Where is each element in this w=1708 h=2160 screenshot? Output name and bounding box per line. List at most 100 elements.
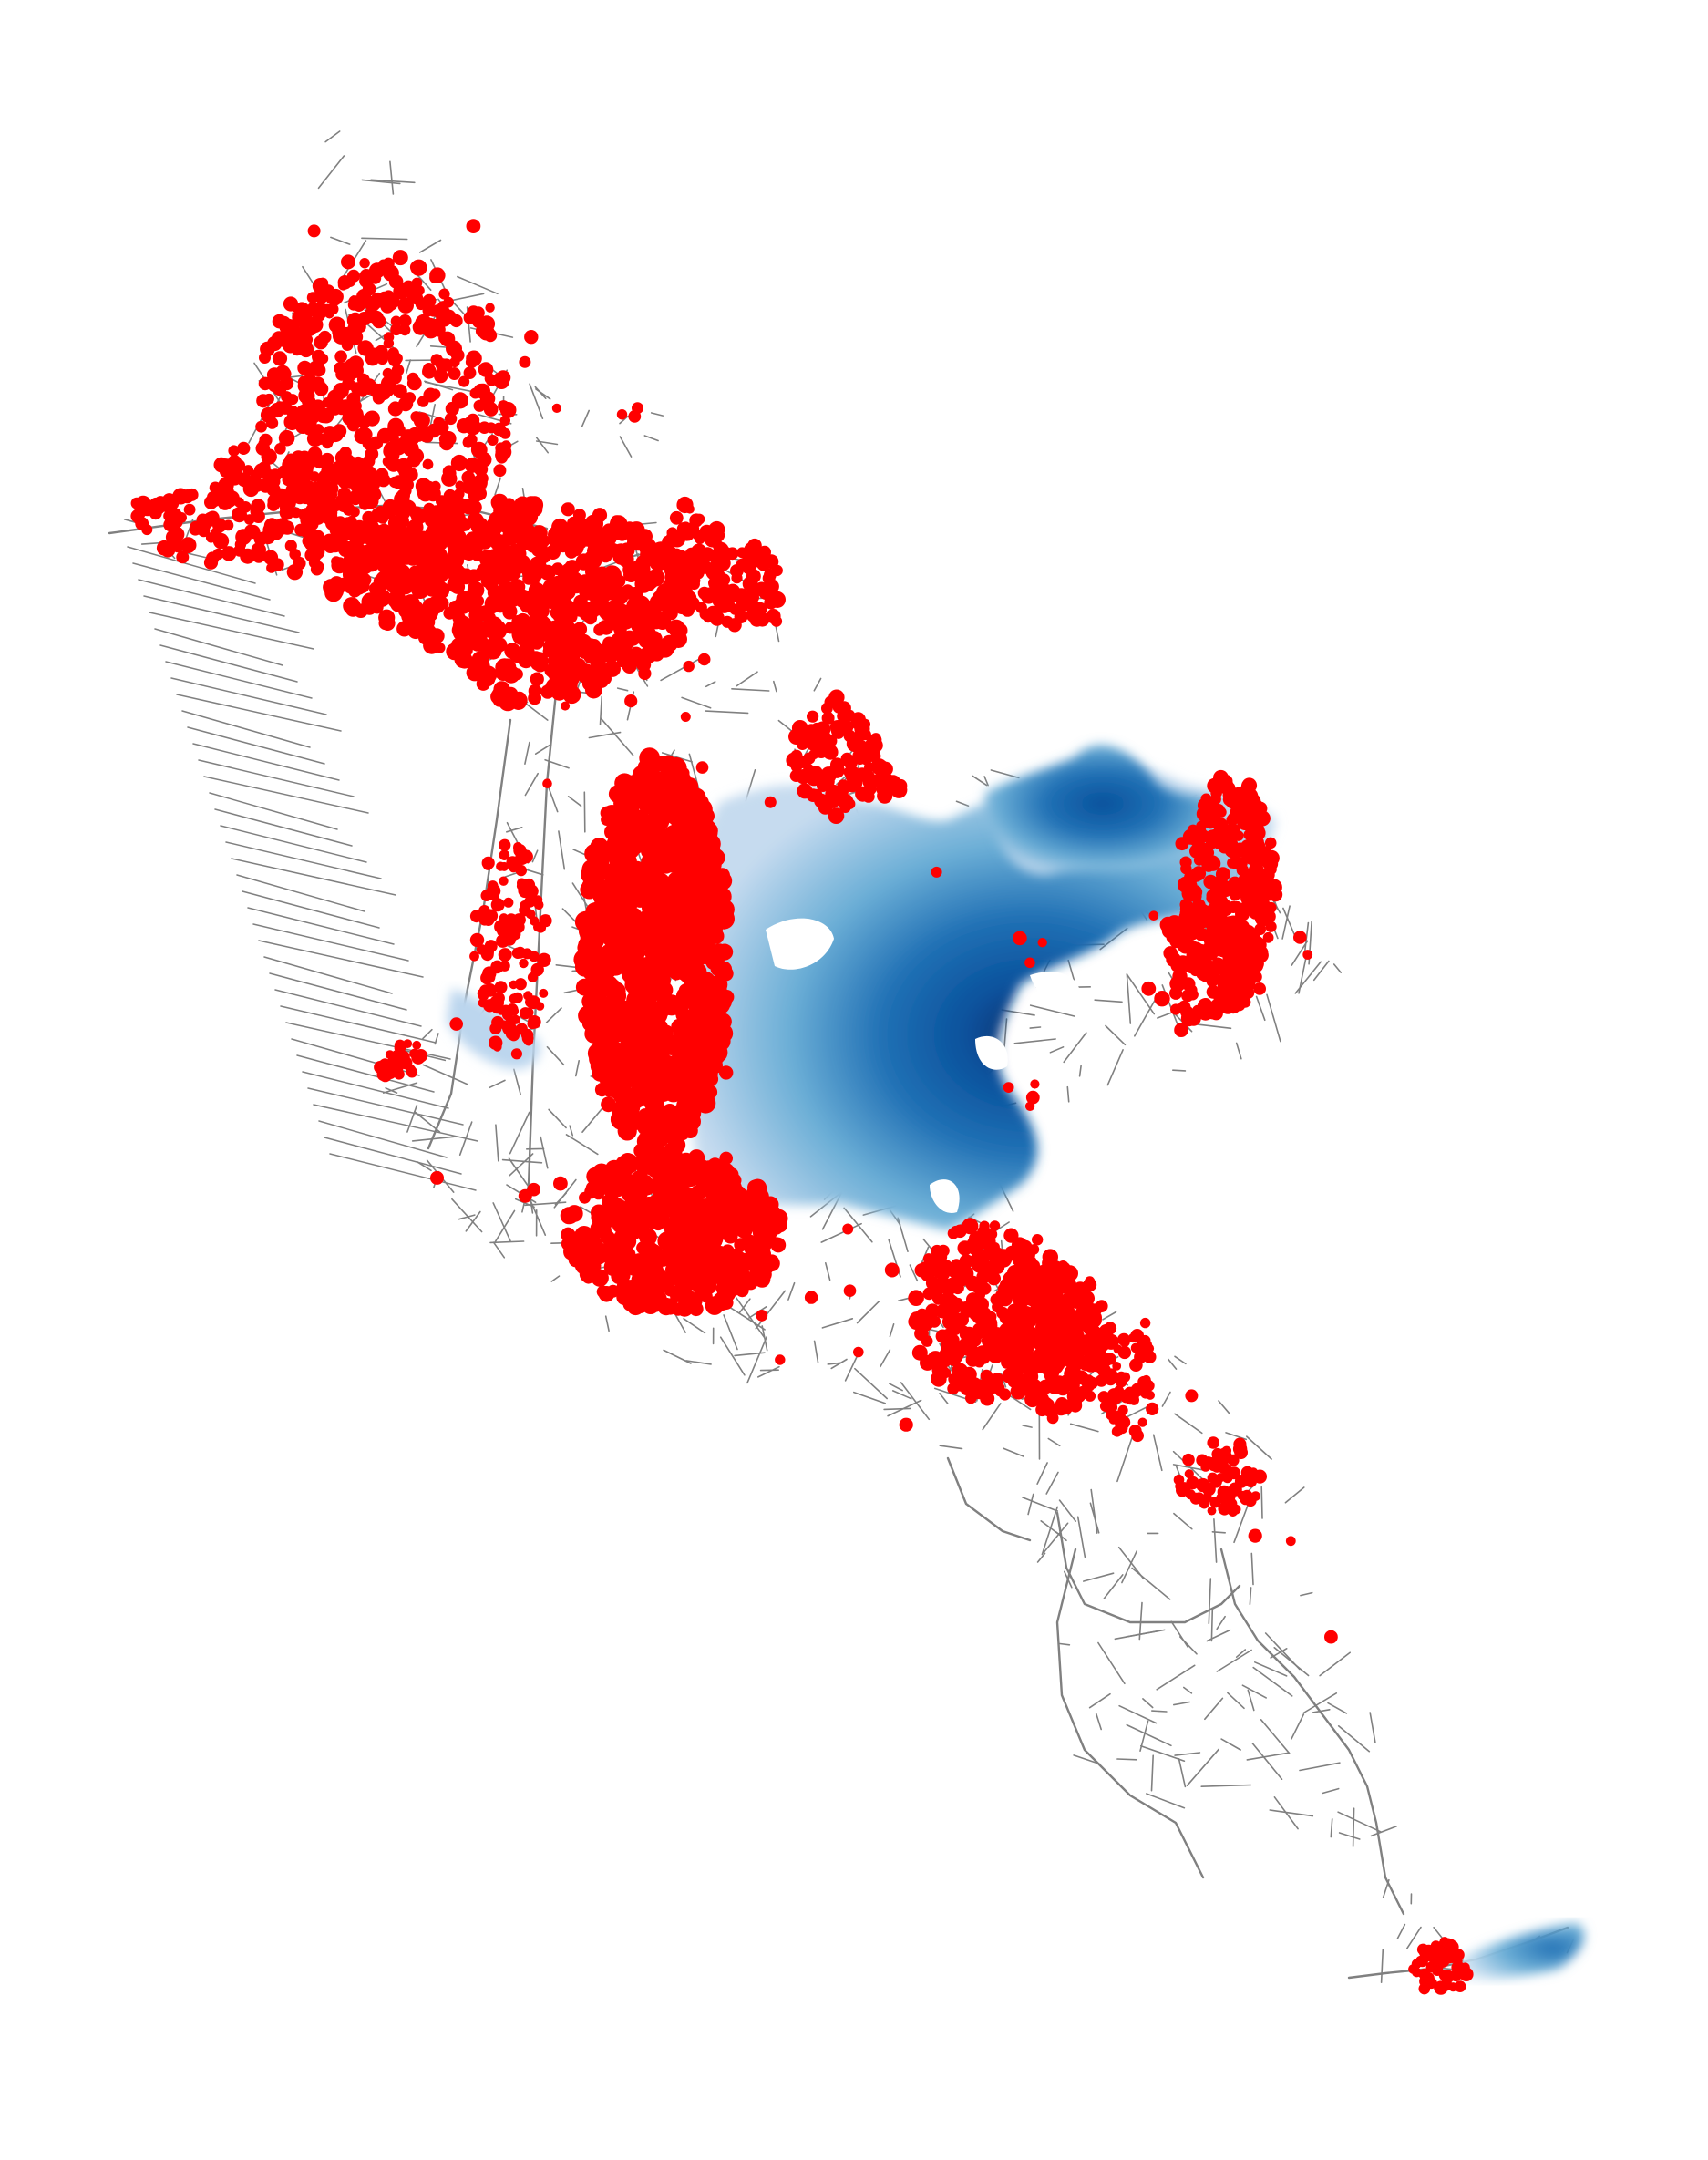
point-marker [1262, 856, 1279, 872]
point-marker [601, 917, 616, 932]
road-segment [1327, 1702, 1348, 1714]
point-marker [282, 495, 296, 510]
road-segment [1186, 1748, 1219, 1786]
point-marker [638, 633, 654, 649]
point-marker [383, 332, 395, 343]
road-arterial-3 [527, 691, 558, 1187]
road-segment [854, 1367, 888, 1400]
road-segment [1213, 1518, 1218, 1563]
point-marker [675, 904, 696, 925]
road-segment [1291, 940, 1309, 966]
road-parcel-line [198, 759, 355, 797]
point-marker [493, 503, 508, 519]
point-marker [1224, 963, 1238, 978]
point-marker [509, 545, 527, 562]
point-marker [433, 417, 445, 428]
road-parcel-line [132, 562, 271, 601]
point-marker [695, 534, 705, 545]
point-marker [1025, 1291, 1043, 1308]
point-marker [1106, 1404, 1117, 1416]
road-segment [983, 776, 989, 787]
point-marker [185, 488, 199, 501]
point-marker [1117, 1345, 1132, 1360]
road-segment [1251, 1743, 1283, 1780]
point-marker [715, 589, 726, 601]
point-marker [1030, 1079, 1040, 1089]
point-marker [448, 568, 461, 581]
point-marker [296, 312, 314, 329]
point-marker [275, 523, 288, 535]
road-segment [492, 1241, 506, 1259]
road-segment [588, 731, 622, 739]
point-marker [378, 616, 392, 631]
road-segment [1142, 1698, 1154, 1709]
point-marker [309, 471, 320, 482]
road-segment [535, 437, 549, 454]
point-marker [999, 1322, 1015, 1339]
point-marker [620, 860, 641, 881]
point-marker [302, 420, 317, 436]
point-marker [1212, 818, 1229, 833]
road-segment [736, 1297, 766, 1339]
road-segment [719, 1336, 746, 1376]
point-marker [1181, 989, 1194, 1003]
point-marker [1096, 1363, 1111, 1377]
point-marker [165, 530, 181, 545]
point-marker [655, 981, 674, 999]
point-marker [502, 665, 520, 684]
road-segment [1102, 1311, 1117, 1321]
point-marker [341, 254, 355, 270]
road-parcel-line [296, 1054, 435, 1093]
road-segment [1173, 1701, 1190, 1706]
point-marker [141, 524, 153, 536]
point-marker [512, 691, 527, 705]
point-marker [348, 583, 363, 598]
road-parcel-line [324, 1137, 462, 1175]
point-marker [996, 1306, 1009, 1320]
point-marker [1013, 1292, 1030, 1309]
point-marker [531, 562, 548, 579]
point-marker [1025, 1311, 1039, 1324]
point-marker [843, 755, 858, 770]
road-segment [558, 830, 566, 870]
point-marker [630, 613, 643, 628]
point-marker [1141, 981, 1157, 996]
point-marker [662, 535, 674, 548]
point-marker [246, 524, 261, 540]
point-marker [754, 581, 769, 597]
point-marker [299, 383, 315, 398]
road-segment [534, 744, 552, 755]
road-segment [773, 680, 777, 693]
point-marker [552, 609, 566, 622]
point-marker [478, 665, 498, 684]
point-marker [1254, 923, 1266, 936]
point-marker [382, 499, 398, 516]
road-segment [1291, 1713, 1305, 1740]
road-segment [1300, 1591, 1313, 1597]
road-segment [1235, 1649, 1247, 1658]
road-segment [681, 696, 712, 709]
point-marker [427, 514, 442, 530]
road-segment [1270, 1648, 1288, 1659]
road-segment [1172, 1464, 1209, 1472]
road-segment [406, 359, 412, 375]
point-marker [448, 367, 461, 380]
point-marker [600, 645, 614, 660]
point-marker [398, 314, 412, 328]
road-segment [531, 849, 539, 863]
point-marker [664, 858, 680, 873]
point-marker [477, 605, 494, 622]
point-marker [681, 1050, 696, 1066]
point-marker [168, 499, 180, 509]
road-segment [418, 239, 442, 253]
point-marker [1070, 1295, 1084, 1309]
point-marker [1250, 953, 1262, 964]
road-segment [939, 1445, 963, 1450]
point-marker [957, 1265, 974, 1282]
road-segment [509, 1111, 530, 1155]
road-segment [972, 775, 988, 787]
road-parcel-line [269, 972, 407, 1011]
road-parcel-line [258, 940, 424, 978]
point-marker [637, 1074, 656, 1093]
point-marker [606, 1201, 622, 1218]
